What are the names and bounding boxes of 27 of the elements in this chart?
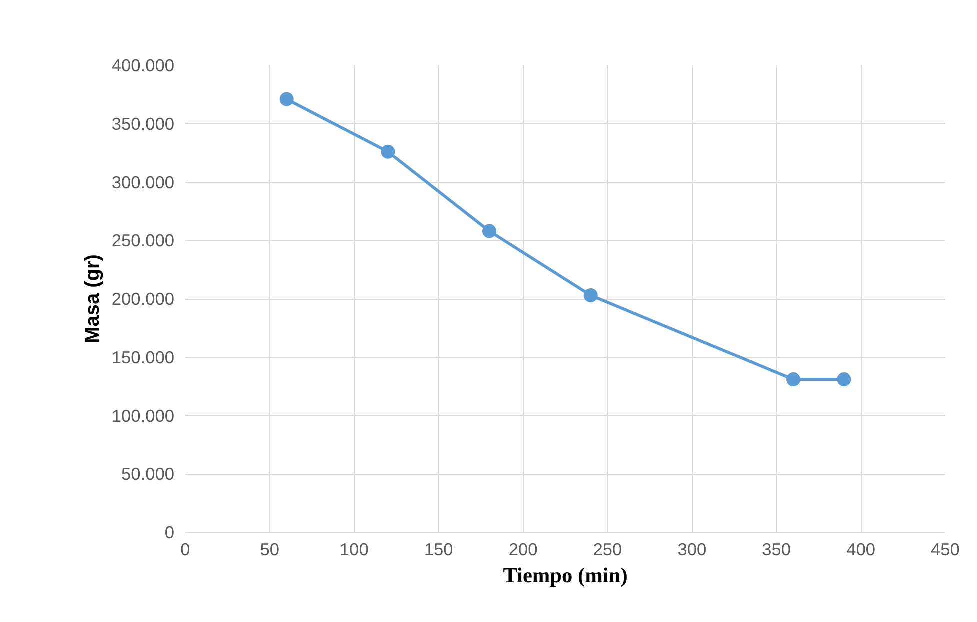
x-tick-label: 50 <box>260 540 280 560</box>
point <box>482 224 496 238</box>
point <box>837 372 852 387</box>
y-tick-label: 250.000 <box>112 230 175 251</box>
x-tick-label: 150 <box>424 540 454 560</box>
y-tick-label: 200.000 <box>112 289 175 309</box>
x-tick-label: 450 <box>931 540 960 560</box>
y-tick-label: 50.000 <box>122 464 174 484</box>
x-axis-title: Tiempo (min) <box>503 564 628 588</box>
point <box>381 144 396 159</box>
x-tick-label: 400 <box>846 540 876 560</box>
x-tick-label: 250 <box>593 540 622 560</box>
x-tick-label: 350 <box>762 540 792 560</box>
point <box>280 92 294 106</box>
x-tick-label: 100 <box>340 540 369 560</box>
y-tick-label: 150.000 <box>112 347 175 368</box>
y-tick-label: 350.000 <box>112 114 175 134</box>
y-tick-label: 0 <box>164 522 175 542</box>
x-tick-label: 300 <box>678 540 707 560</box>
y-tick-label: 400.000 <box>112 56 175 76</box>
y-tick-label: 300.000 <box>112 172 175 192</box>
x-tick-label: 200 <box>508 540 538 560</box>
y-tick-label: 100.000 <box>112 406 175 426</box>
y-axis-title: Masa (gr) <box>82 254 104 344</box>
x-tick-label: 0 <box>180 540 190 560</box>
point <box>786 372 800 387</box>
point <box>584 288 598 302</box>
